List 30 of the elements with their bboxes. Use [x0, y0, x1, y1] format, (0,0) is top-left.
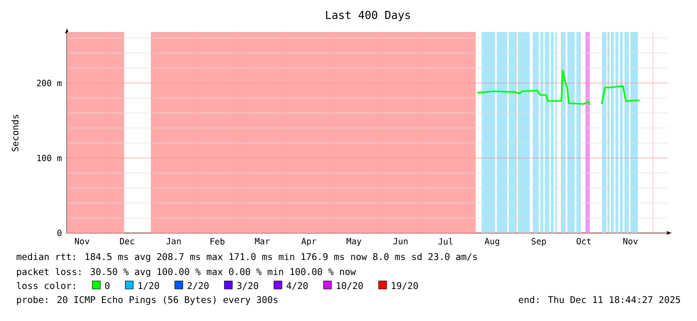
legend-title: loss color:: [16, 282, 75, 290]
text: median rtt: 184.5 ms avg 208.7 ms max 171.0 ms min 176.9 ms now 8.0 ms sd 23.0 am/s: [16, 252, 477, 262]
x-tick-label: Jun: [393, 238, 408, 244]
x-tick-label: Jan: [166, 238, 181, 244]
x-tick-label: Feb: [210, 238, 224, 245]
x-tick-label: Nov: [623, 238, 638, 244]
x-tick-label: Nov: [74, 238, 90, 244]
legend-label: 10/20: [336, 282, 363, 290]
x-tick-label: Sep: [532, 238, 546, 246]
text: probe: 20 ICMP Echo Pings (56 Bytes) every 300s: [17, 296, 278, 305]
x-tick-label: Aug: [484, 238, 500, 246]
text: end: Thu Dec 11 18:44:27 2025: [518, 296, 680, 304]
x-tick-label: Oct: [576, 238, 591, 244]
legend-label: 4/20: [286, 282, 308, 290]
legend-label: 1/20: [138, 282, 160, 290]
legend-label: 0: [105, 282, 110, 290]
x-tick-label: May: [346, 238, 362, 246]
x-tick-label: Jul: [438, 238, 452, 245]
legend-label: 19/20: [392, 282, 418, 290]
text: packet loss: 30.50 % avg 100.00 % max 0.00 % min 100.00 % now: [17, 268, 356, 277]
x-tick-label: Mar: [255, 238, 270, 244]
chart-title: Last 400 Days: [326, 10, 410, 22]
y-tick-label: 200 m: [37, 80, 62, 86]
y-tick-label: 0: [57, 230, 62, 236]
legend-label: 2/20: [188, 282, 209, 290]
x-tick-label: Dec: [120, 238, 134, 244]
y-tick-label: 100 m: [37, 154, 62, 162]
y-axis-title: Seconds: [12, 114, 18, 152]
legend-label: 3/20: [237, 282, 258, 290]
x-tick-label: Apr: [301, 238, 316, 246]
